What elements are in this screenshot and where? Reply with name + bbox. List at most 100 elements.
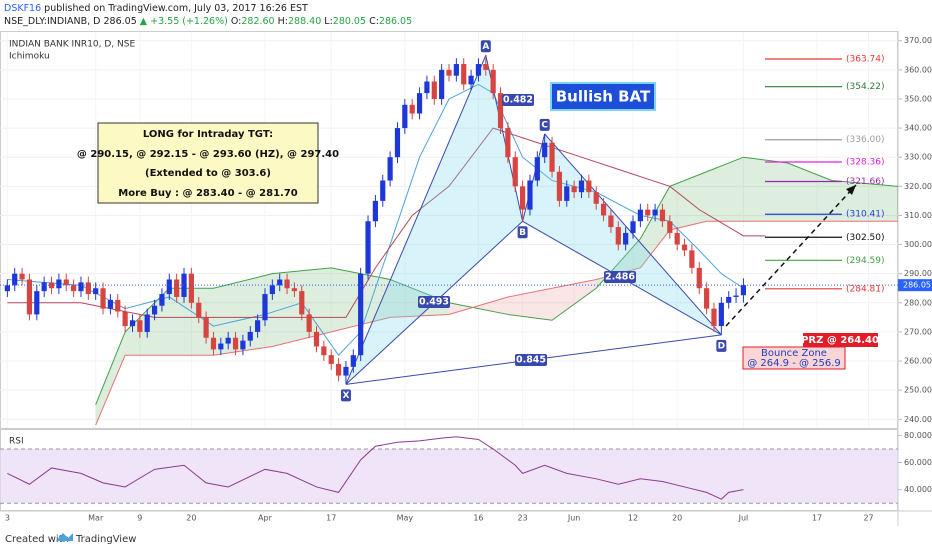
footer-logo: [56, 533, 73, 541]
candle-body: [586, 180, 592, 193]
candle-body: [277, 279, 283, 286]
ratio-bg: [502, 94, 534, 106]
rsi-y-tick-label: 80.0000: [904, 431, 932, 440]
rsi-y-tick-label: 60.0000: [904, 458, 932, 467]
target-level-label: (294.59): [846, 256, 885, 266]
pattern-leg: [345, 55, 487, 385]
ratio-bg: [604, 271, 636, 283]
x-tick-label: 17: [326, 514, 336, 523]
ratio-label: 0.493: [419, 297, 449, 308]
pattern-point-label: B: [519, 228, 526, 238]
candle-body: [115, 299, 121, 312]
candle-body: [394, 128, 401, 158]
candle-body: [380, 180, 386, 201]
candle-body: [490, 69, 496, 94]
candle-body: [203, 317, 209, 338]
y-tick-label: 260.00: [904, 357, 932, 366]
candle-body: [593, 192, 599, 204]
trade-line: More Buy : @ 283.40 - @ 281.70: [118, 188, 298, 199]
candle-body: [159, 294, 165, 306]
candle-body: [416, 93, 423, 114]
candle-body: [181, 273, 187, 297]
last-price-tag: [898, 279, 932, 292]
candle-body: [564, 186, 570, 201]
candle-body: [225, 337, 231, 344]
symbol: NSE_DLY:INDIANB, D: [4, 16, 100, 27]
candle-body: [652, 209, 658, 216]
last: 286.05: [104, 16, 137, 27]
y-tick-label: 330.00: [904, 153, 932, 162]
candle-body: [174, 279, 180, 297]
candle-body: [578, 180, 585, 193]
candle-body: [284, 279, 290, 289]
pattern-point-label: X: [342, 391, 349, 401]
candle-body: [321, 346, 327, 356]
candle-body: [542, 142, 548, 158]
header-line-1: DSKF16 published on TradingView.com, Jul…: [4, 3, 308, 14]
candle-body: [600, 203, 607, 216]
cloud-fill: [169, 288, 214, 356]
candle-body: [232, 337, 239, 350]
candle-body: [387, 157, 393, 181]
pattern-leg: [522, 133, 546, 222]
candle-body: [107, 299, 114, 309]
footer-brand: TradingView: [75, 534, 136, 545]
candle-body: [313, 331, 320, 347]
candle-body: [446, 69, 452, 76]
candle-body: [711, 308, 717, 327]
candle-body: [269, 285, 275, 295]
candle-body: [26, 279, 33, 315]
target-level-label: (354.22): [846, 82, 885, 92]
candle-body: [527, 180, 533, 210]
candle-body: [733, 295, 739, 297]
candle-body: [93, 288, 99, 295]
candle-body: [409, 104, 415, 114]
pattern-point-bg: [480, 40, 491, 53]
y-tick-label: 250.00: [904, 386, 932, 395]
cloud-fill: [787, 163, 832, 222]
candle-body: [659, 209, 666, 222]
y-tick-label: 340.00: [904, 124, 932, 133]
candle-body: [681, 244, 688, 251]
prz-label: PRZ @ 264.40: [801, 335, 879, 346]
candle-body: [520, 186, 526, 210]
x-tick-label: Mar: [88, 514, 104, 523]
candle-body: [85, 282, 91, 295]
x-tick-label: Jun: [567, 514, 581, 523]
candle-body: [166, 279, 172, 295]
candle-body: [615, 227, 621, 245]
pattern-point-label: A: [482, 42, 489, 52]
candle-body: [328, 355, 334, 364]
prz-bg: [803, 333, 878, 347]
candle-body: [255, 320, 261, 332]
o-value: 282.60: [241, 16, 274, 27]
candle-body: [137, 320, 143, 332]
pattern-point-bg: [517, 226, 528, 239]
x-tick-label: 23: [518, 514, 528, 523]
x-tick-label: 3: [5, 514, 10, 523]
target-level-label: (321.66): [846, 177, 885, 187]
candle-body: [549, 142, 555, 172]
c-value: 286.05: [379, 16, 412, 27]
target-level-label: (336.00): [846, 135, 885, 145]
candle-body: [56, 279, 62, 289]
rsi-plot: [0, 436, 898, 504]
candle-body: [483, 64, 489, 70]
candle-body: [41, 282, 47, 292]
x-tick-label: 20: [186, 514, 196, 523]
candle-body: [71, 285, 77, 292]
rsi-line: [7, 436, 744, 500]
pattern-point-bg: [716, 339, 727, 352]
trade-box: LONG for Intraday TGT: @ 290.15, @ 292.1…: [77, 122, 339, 204]
candle-body: [461, 64, 467, 85]
candle-body: [556, 171, 563, 201]
pattern-title: Bullish BAT: [556, 88, 651, 106]
candle-body: [667, 221, 673, 233]
candle-body: [343, 366, 349, 376]
candle-body: [240, 340, 246, 350]
target-level-label: (284.81): [846, 284, 885, 294]
target-level-label: (302.50): [846, 233, 885, 243]
pattern-fill: [522, 133, 722, 335]
candle-body: [144, 314, 150, 332]
